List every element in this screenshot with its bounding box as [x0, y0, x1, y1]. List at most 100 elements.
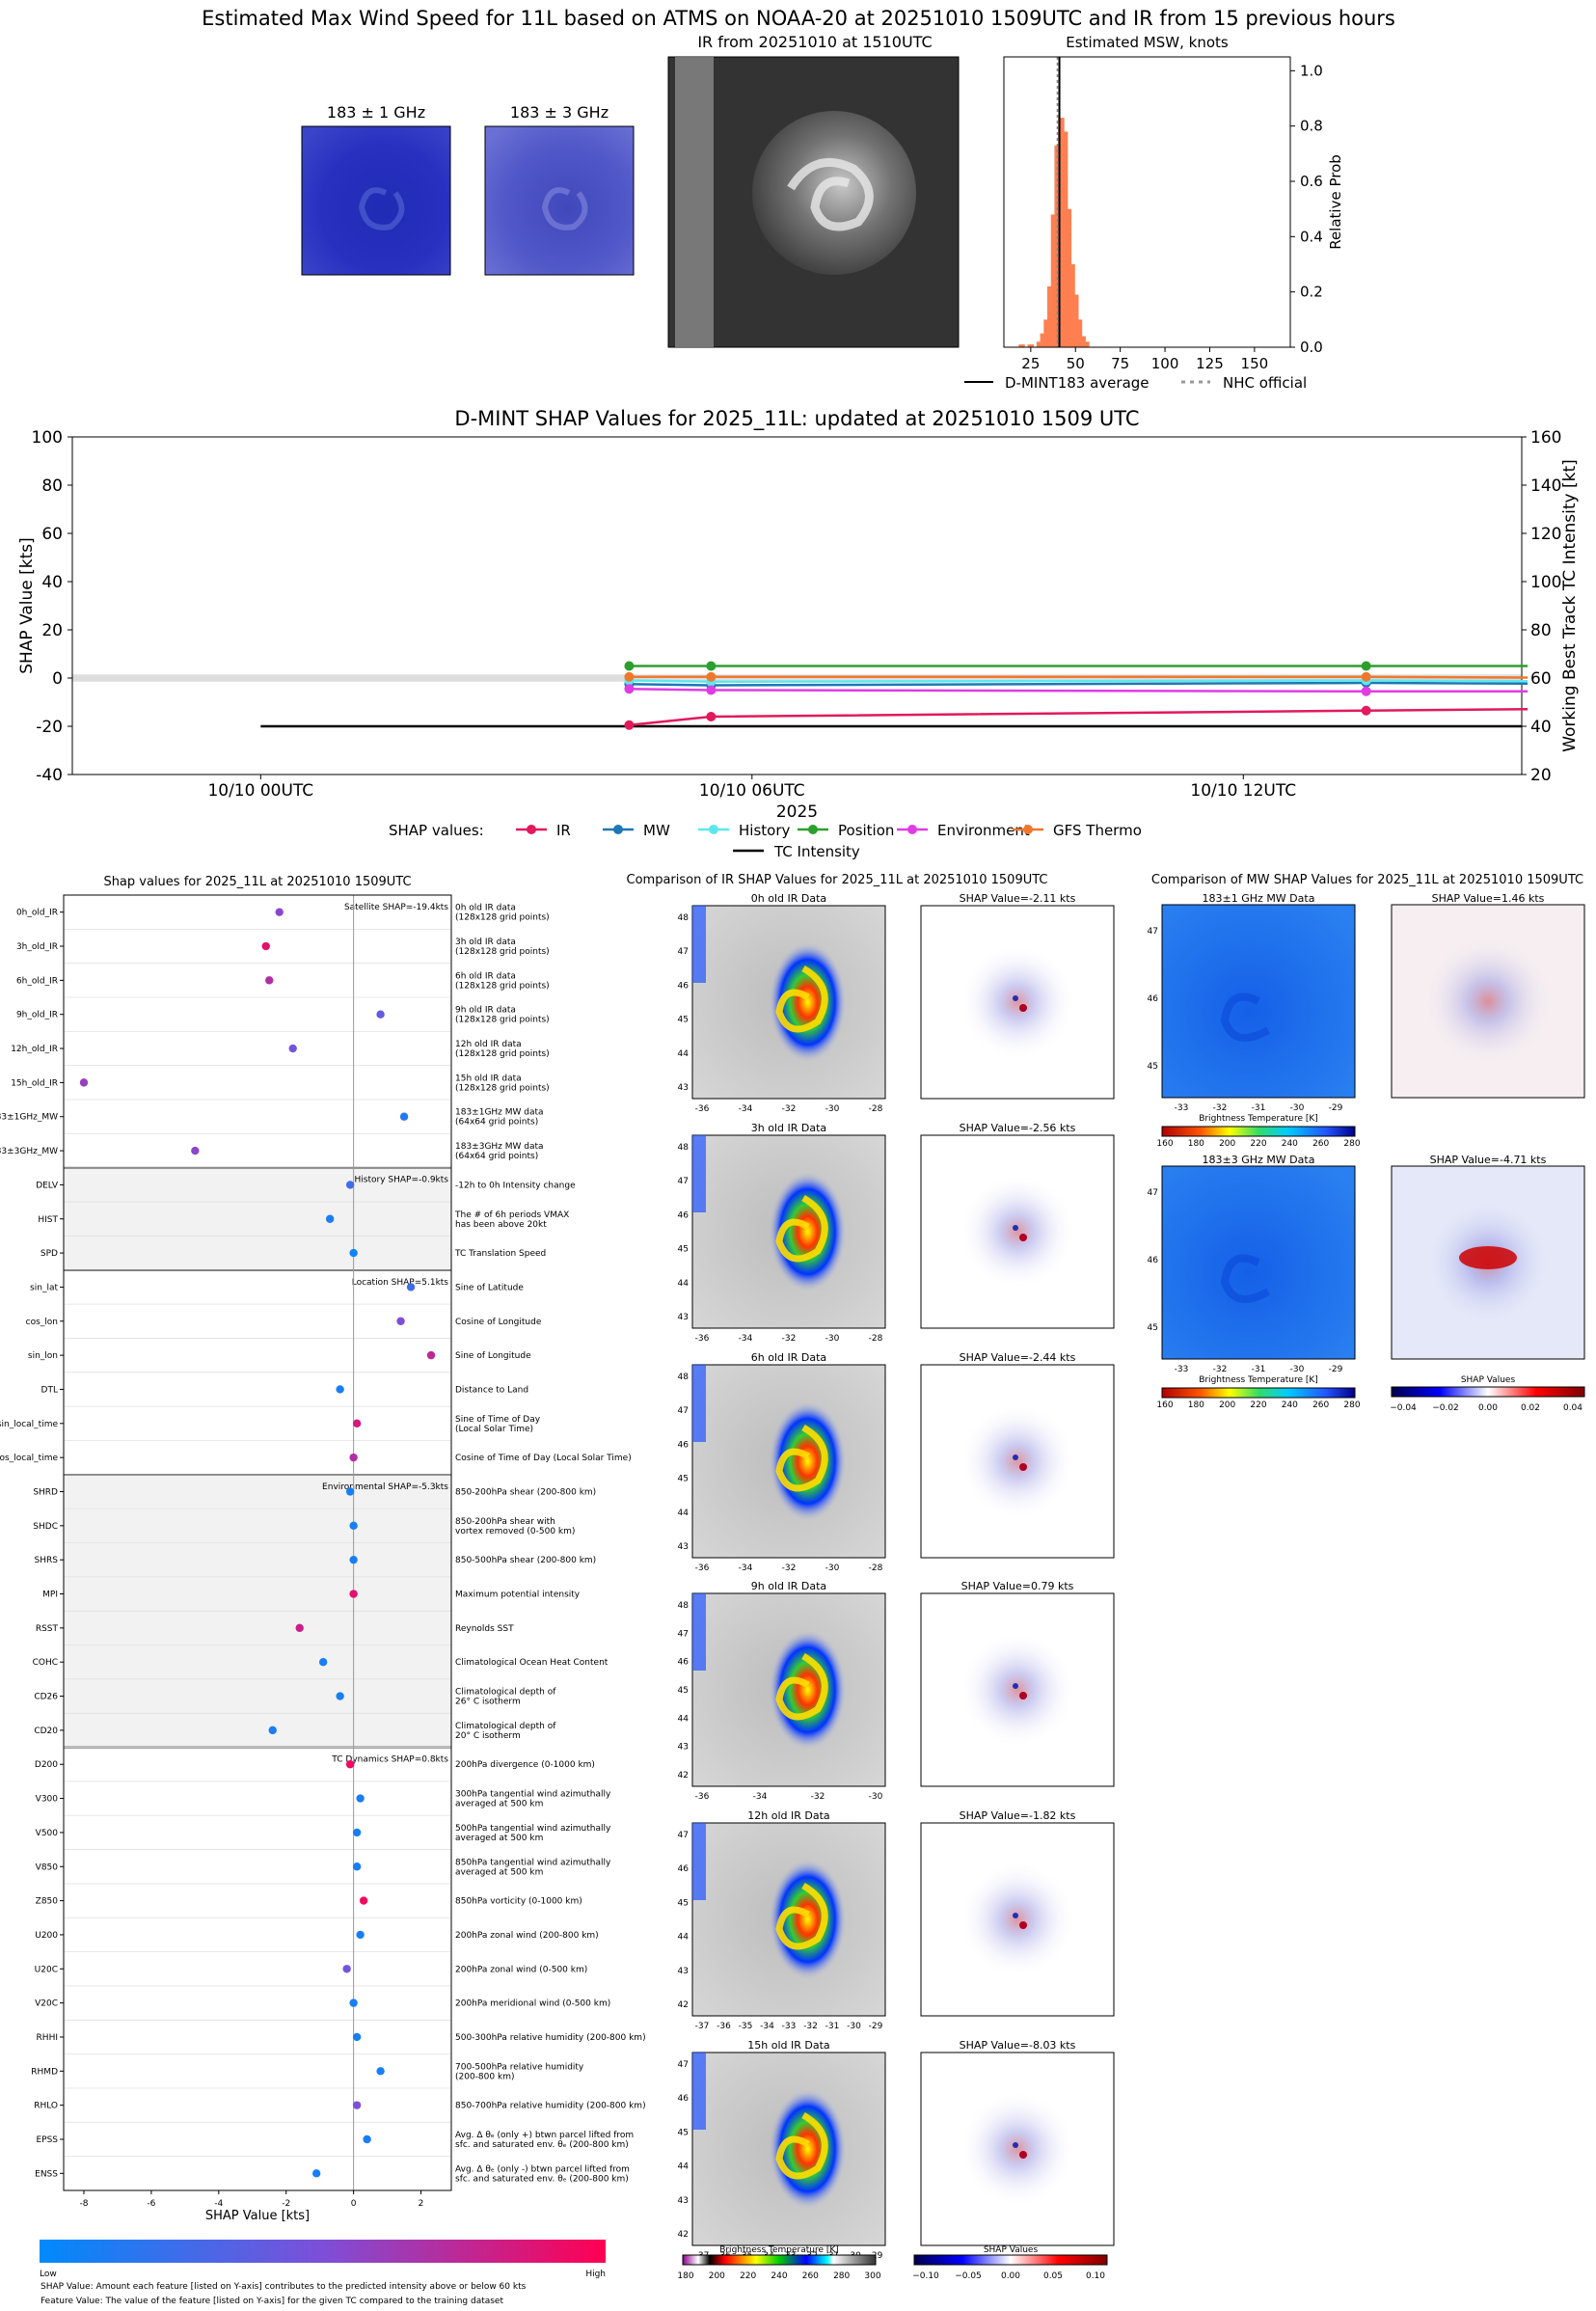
mw-colorbar-0	[1161, 1126, 1356, 1137]
ir-shap-noise-4	[960, 1862, 1075, 1977]
ts-xtick: 10/10 06UTC	[699, 781, 805, 801]
ir-bt-tick: 260	[802, 2271, 819, 2281]
ir-xtick-2: -28	[869, 1563, 883, 1573]
series-point-ir	[624, 720, 635, 730]
ir-ytick-3: 43	[678, 1743, 689, 1753]
feat-colorbar	[40, 2240, 606, 2263]
mw-data-image-0	[1161, 904, 1356, 1099]
series-point-gfs-thermo	[624, 671, 635, 682]
ir-shap-hot-5	[1019, 2151, 1027, 2159]
ir-ytick-3: 47	[678, 1629, 689, 1639]
mw-xtick-1: -30	[1290, 1365, 1305, 1374]
feat-desc-15: (Local Solar Time)	[455, 1425, 533, 1434]
ir-ytick-4: 42	[678, 2000, 689, 2010]
ir-row-title-2: 6h old IR Data	[751, 1351, 826, 1364]
feat-desc-36: sfc. and saturated env. θₑ (200-800 km)	[455, 2140, 629, 2150]
ir-shap-noise-3	[960, 1632, 1075, 1748]
mw3-swirl	[541, 187, 588, 231]
feat-label-30: U200	[35, 1931, 58, 1941]
ir-xtick-1: -32	[782, 1334, 797, 1344]
hist-ytick: 0.2	[1300, 284, 1323, 301]
ir-ytick-1: 43	[678, 1313, 689, 1322]
ir-shap-hot-4	[1019, 1921, 1027, 1929]
ir-edge-5	[692, 2053, 706, 2130]
feat-label-5: 15h_old_IR	[11, 1078, 58, 1088]
feat-desc-24: 20° C isotherm	[455, 1731, 521, 1741]
feat-label-26: V300	[36, 1795, 59, 1805]
ir-core-1	[775, 1194, 828, 1263]
hist-xtick-100: 100	[1151, 355, 1179, 372]
ir-shap-title-3: SHAP Value=0.79 kts	[961, 1580, 1074, 1592]
feat-point-20	[349, 1590, 358, 1598]
ts-xlabel: 2025	[776, 802, 818, 822]
feat-desc-18: 850-200hPa shear with	[455, 1517, 555, 1527]
feat-xtick: -2	[282, 2199, 290, 2209]
ir-row-title-1: 3h old IR Data	[751, 1122, 826, 1134]
feat-point-30	[356, 1930, 365, 1940]
feat-label-29: Z850	[36, 1897, 59, 1907]
ir-shap-title-4: SHAP Value=-1.82 kts	[960, 1809, 1076, 1822]
hist-frame	[1003, 56, 1291, 348]
ir-ytick-4: 46	[678, 1864, 690, 1874]
ts-ytick-right: 80	[1530, 621, 1552, 640]
feat-point-18	[349, 1521, 358, 1531]
ir-edge-4	[692, 1823, 706, 1900]
mw3-title: 183 ± 3 GHz	[510, 103, 609, 122]
feat-point-4	[288, 1044, 297, 1053]
ir-xtick-0: -28	[869, 1104, 883, 1114]
hist-ytick: 0.6	[1300, 173, 1323, 190]
ts-legend-title: SHAP values:	[389, 822, 484, 839]
ir-xtick-0: -36	[695, 1104, 710, 1114]
mw-xtick-0: -29	[1329, 1103, 1343, 1113]
ir-shap-hot-1	[1019, 1234, 1027, 1241]
feat-point-12	[396, 1317, 405, 1325]
ir-ytick-1: 46	[678, 1210, 690, 1220]
footnote-line1: SHAP Value: Amount each feature [listed …	[41, 2282, 527, 2292]
feat-label-36: EPSS	[36, 2135, 58, 2145]
mw-xtick-1: -31	[1252, 1365, 1266, 1374]
feat-label-27: V500	[36, 1829, 59, 1838]
ir-xtick-4: -31	[825, 2022, 840, 2031]
feat-desc-14: Distance to Land	[455, 1385, 528, 1395]
ir-row-title-0: 0h old IR Data	[751, 892, 826, 905]
mw-cb-tick-1: 160	[1156, 1400, 1173, 1410]
hist-bar-36	[1047, 285, 1054, 347]
mw-ytick-0: 45	[1148, 1062, 1158, 1072]
ts-ytick-right: 160	[1530, 428, 1561, 448]
mw-cb-tick-0: 280	[1343, 1139, 1360, 1149]
ts-ytick: 80	[41, 476, 63, 496]
legend-marker-ir	[527, 825, 536, 834]
series-line-gfs-thermo	[629, 675, 1528, 679]
feat-desc-36: Avg. Δ θₑ (only +) btwn parcel lifted fr…	[455, 2131, 634, 2140]
mw1-image	[301, 125, 451, 276]
ir-xtick-4: -37	[695, 2022, 710, 2031]
feat-label-32: V20C	[35, 1999, 58, 2009]
feat-desc-35: 850-700hPa relative humidity (200-800 km…	[455, 2102, 646, 2111]
feat-point-11	[406, 1283, 416, 1291]
feat-group-label: History SHAP=-0.9kts	[355, 1176, 449, 1185]
shap-timeseries-panel: D-MINT SHAP Values for 2025_11L: updated…	[17, 407, 1580, 860]
ir-xtick-1: -36	[695, 1334, 710, 1344]
ir-bt-tick: 300	[864, 2271, 880, 2281]
ts-ytick: -40	[36, 766, 63, 785]
feat-group-label: Location SHAP=5.1kts	[352, 1278, 449, 1288]
feat-label-22: COHC	[33, 1658, 58, 1668]
feat-label-2: 6h_old_IR	[16, 976, 58, 986]
hist-bar-44	[1061, 131, 1069, 347]
feat-group-label: TC Dynamics SHAP=0.8kts	[331, 1755, 448, 1765]
feat-desc-18: vortex removed (0-500 km)	[455, 1527, 575, 1536]
ir-xtick-4: -36	[717, 2022, 731, 2031]
feat-desc-8: -12h to 0h Intensity change	[455, 1181, 576, 1190]
mw-ytick-0: 46	[1148, 994, 1159, 1004]
feat-desc-20: Maximum potential intensity	[455, 1591, 581, 1600]
ts-ytick-right: 20	[1530, 766, 1552, 785]
feat-point-26	[356, 1794, 365, 1803]
ir-shap-noise-5	[960, 2091, 1075, 2207]
mw-xtick-0: -30	[1290, 1103, 1305, 1113]
feat-label-25: D200	[35, 1760, 58, 1770]
ir-bt-tick: 200	[709, 2271, 725, 2281]
ir-ytick-5: 46	[678, 2094, 690, 2104]
feat-desc-37: sfc. and saturated env. θₑ (200-800 km)	[455, 2174, 629, 2184]
ir-xtick-4: -35	[739, 2022, 753, 2031]
feat-desc-22: Climatological Ocean Heat Content	[455, 1658, 609, 1668]
